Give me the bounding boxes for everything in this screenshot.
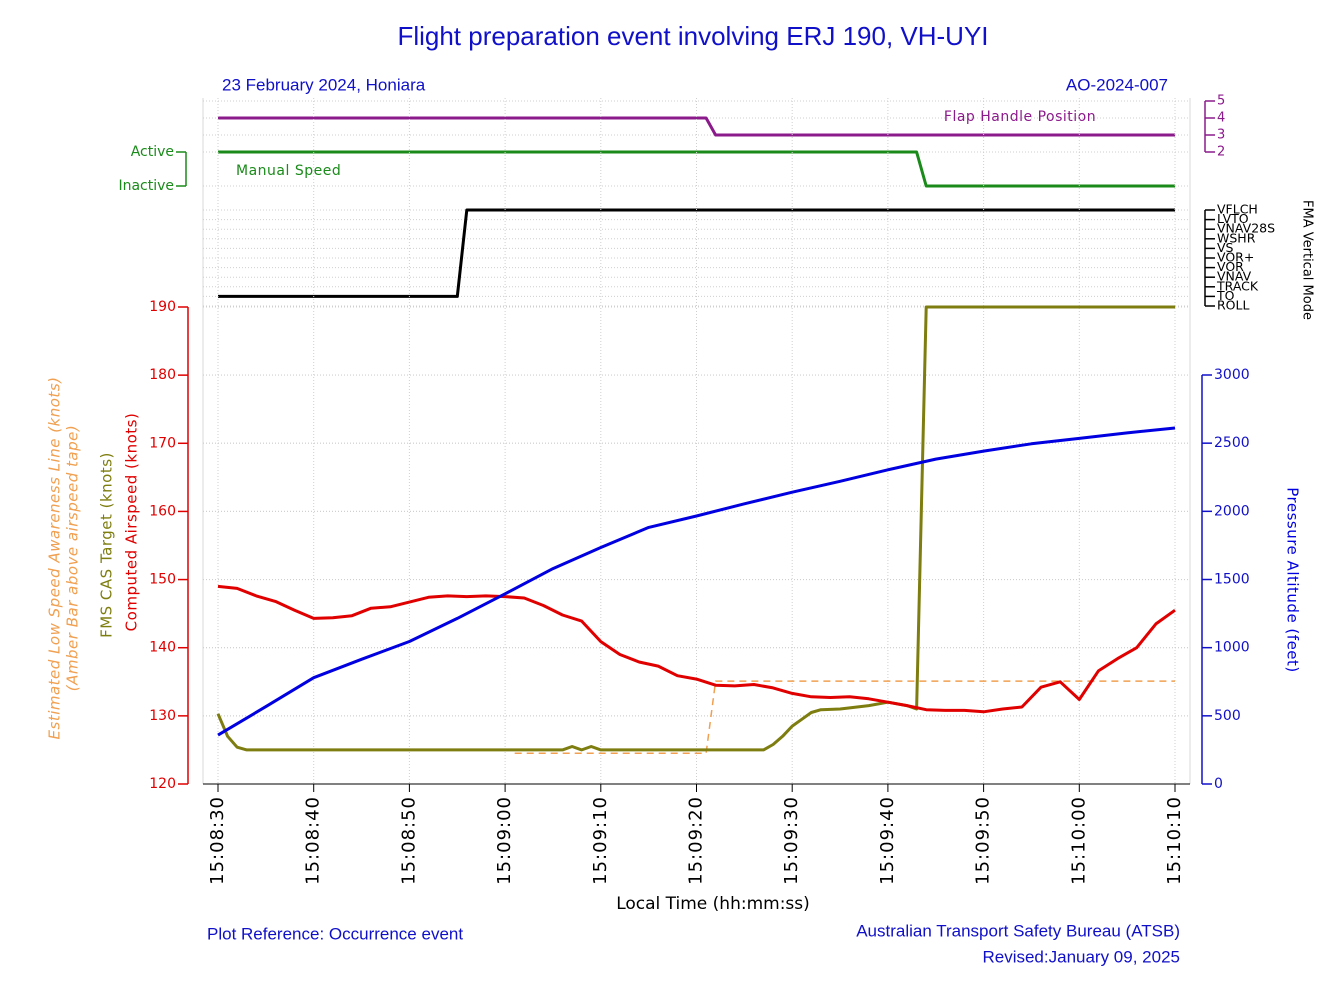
chart-title: Flight preparation event involving ERJ 1… [397, 21, 988, 51]
x-tick-label: 15:10:10 [1164, 796, 1185, 885]
y-tick-label: Active [131, 144, 174, 160]
report-id: AO-2024-007 [1066, 75, 1168, 94]
y-tick-label: VOR+ [1217, 250, 1254, 265]
plot-reference: Plot Reference: Occurrence event [207, 924, 463, 943]
x-tick-label: 15:09:50 [973, 796, 994, 885]
data-line [218, 208, 1175, 298]
y-tick-label: TRACK [1216, 278, 1259, 293]
axis-label: Estimated Low Speed Awareness Line (knot… [46, 377, 64, 740]
x-tick-label: 15:10:00 [1068, 796, 1089, 885]
y-tick-label: LVTO [1217, 211, 1249, 226]
y-tick-label: 130 [149, 708, 176, 724]
y-tick-label: TO [1216, 288, 1235, 303]
y2-tick-label: 0 [1214, 776, 1223, 792]
y2-tick-label: 500 [1214, 708, 1241, 724]
y-tick-label: 3 [1217, 128, 1225, 143]
y-tick-label: 2 [1217, 145, 1225, 160]
y-tick-label: 160 [149, 503, 176, 519]
y-tick-label: 180 [149, 367, 176, 383]
axis-label: Computed Airspeed (knots) [123, 413, 141, 632]
x-tick-label: 15:09:40 [877, 796, 898, 885]
x-tick-label: 15:08:50 [398, 796, 419, 885]
axis-label: FMS CAS Target (knots) [98, 452, 116, 638]
y-tick-label: 5 [1217, 94, 1225, 109]
data-line [217, 584, 1176, 714]
y-tick-label: 120 [149, 776, 176, 792]
y-tick-label: 170 [149, 435, 176, 451]
x-tick-label: 15:08:40 [303, 796, 324, 885]
y-tick-label: 4 [1217, 111, 1225, 126]
y2-tick-label: 1500 [1214, 572, 1250, 588]
axis-label: Pressure Altitude (feet) [1284, 487, 1302, 673]
y-tick-label: Inactive [118, 178, 174, 194]
data-line [217, 426, 1176, 737]
y-tick-label: 150 [149, 572, 176, 588]
axis-sublabel: (Amber Bar above airspeed tape) [64, 425, 82, 691]
x-tick-label: 15:09:30 [781, 796, 802, 885]
series-name: Manual Speed [236, 163, 341, 179]
series-name: Flap Handle Position [944, 109, 1096, 125]
x-tick-label: 15:09:00 [494, 796, 515, 885]
x-axis-label: Local Time (hh:mm:ss) [616, 894, 810, 914]
y-axis-label: FMA Vertical Mode [1300, 200, 1315, 320]
y2-tick-label: 1000 [1214, 640, 1250, 656]
y-tick-label: WSHR [1217, 230, 1256, 245]
x-tick-label: 15:09:20 [686, 796, 707, 885]
y2-tick-label: 2000 [1214, 503, 1250, 519]
y-tick-label: 140 [149, 640, 176, 656]
y-tick-label: ROLL [1217, 298, 1249, 313]
data-line [514, 680, 1175, 755]
y-tick-label: 190 [149, 299, 176, 315]
publisher: Australian Transport Safety Bureau (ATSB… [856, 921, 1180, 940]
y-tick-label: VS [1217, 240, 1234, 255]
x-tick-label: 15:08:30 [207, 796, 228, 885]
x-tick-label: 15:09:10 [590, 796, 611, 885]
y-tick-label: VFLCH [1217, 202, 1258, 217]
y-tick-label: VNAV [1217, 269, 1252, 284]
data-line [218, 116, 1175, 137]
date-location: 23 February 2024, Honiara [222, 75, 426, 94]
y2-tick-label: 2500 [1214, 435, 1250, 451]
y-tick-label: VOR [1217, 259, 1244, 274]
revised: Revised:January 09, 2025 [982, 947, 1180, 966]
y-tick-label: VNAV28S [1217, 221, 1275, 236]
data-line [218, 150, 1175, 188]
y2-tick-label: 3000 [1214, 367, 1250, 383]
